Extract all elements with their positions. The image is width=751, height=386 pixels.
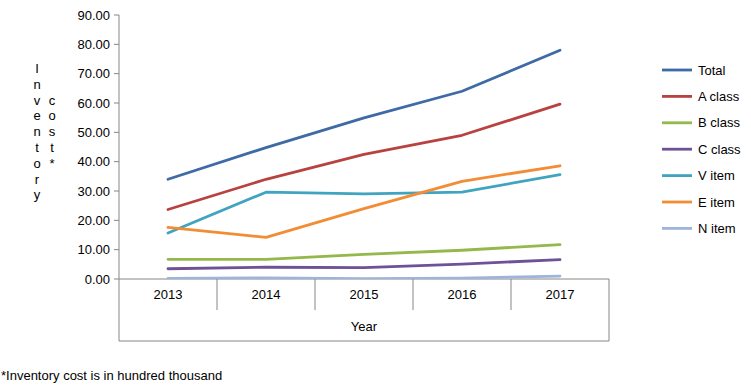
series-line — [168, 166, 560, 238]
legend-key — [662, 148, 692, 151]
series-line — [168, 175, 560, 233]
y-tick — [114, 220, 119, 221]
y-tick-label: 30.00 — [77, 184, 110, 199]
y-tick — [114, 132, 119, 133]
y-tick-label: 60.00 — [77, 96, 110, 111]
x-tick-label: 2013 — [154, 287, 183, 302]
legend-label: B class — [698, 115, 740, 130]
legend-label: V item — [698, 168, 735, 183]
y-tick — [114, 15, 119, 16]
series-line — [168, 276, 560, 279]
y-tick-label: 20.00 — [77, 213, 110, 228]
x-separator — [217, 279, 218, 310]
y-tick-label: 50.00 — [77, 125, 110, 140]
y-tick-label: 10.00 — [77, 242, 110, 257]
legend-label: E item — [698, 195, 735, 210]
x-separator — [609, 279, 610, 341]
y-tick — [114, 161, 119, 162]
y-tick — [114, 279, 119, 280]
series-line — [168, 260, 560, 269]
y-axis-title: Inventory cost* — [0, 0, 56, 202]
legend-label: Total — [698, 63, 726, 78]
x-separator — [511, 279, 512, 310]
y-tick — [114, 249, 119, 250]
plot-area — [168, 50, 560, 279]
y-axis — [119, 15, 120, 341]
y-tick-label: 70.00 — [77, 66, 110, 81]
legend-key — [662, 227, 692, 230]
footnote: *Inventory cost is in hundred thousand — [1, 368, 222, 383]
y-tick — [114, 191, 119, 192]
series-line — [168, 50, 560, 179]
legend-key — [662, 69, 692, 72]
x-separator — [413, 279, 414, 310]
y-tick — [114, 73, 119, 74]
chart: 0.00 10.00 20.00 30.00 40.00 50.00 60.00 70.00 8… — [0, 0, 751, 386]
legend-key — [662, 174, 692, 177]
legend-key — [662, 95, 692, 98]
series-line — [168, 245, 560, 260]
y-tick-label: 40.00 — [77, 154, 110, 169]
x-tick-label: 2017 — [546, 287, 575, 302]
y-tick — [114, 103, 119, 104]
y-tick-label: 0.00 — [85, 272, 110, 287]
y-tick-label: 80.00 — [77, 37, 110, 52]
legend-label: C class — [698, 142, 741, 157]
x-tick-label: 2015 — [350, 287, 379, 302]
legend-key — [662, 121, 692, 124]
x-axis-title: Year — [351, 319, 378, 334]
x-tick-label: 2014 — [252, 287, 281, 302]
x-axis-box — [119, 341, 609, 342]
legend-key — [662, 201, 692, 204]
legend-label: N item — [698, 221, 736, 236]
y-tick-label: 90.00 — [77, 8, 110, 23]
x-separator — [315, 279, 316, 310]
y-tick — [114, 44, 119, 45]
x-tick-label: 2016 — [448, 287, 477, 302]
legend-label: A class — [698, 89, 740, 104]
